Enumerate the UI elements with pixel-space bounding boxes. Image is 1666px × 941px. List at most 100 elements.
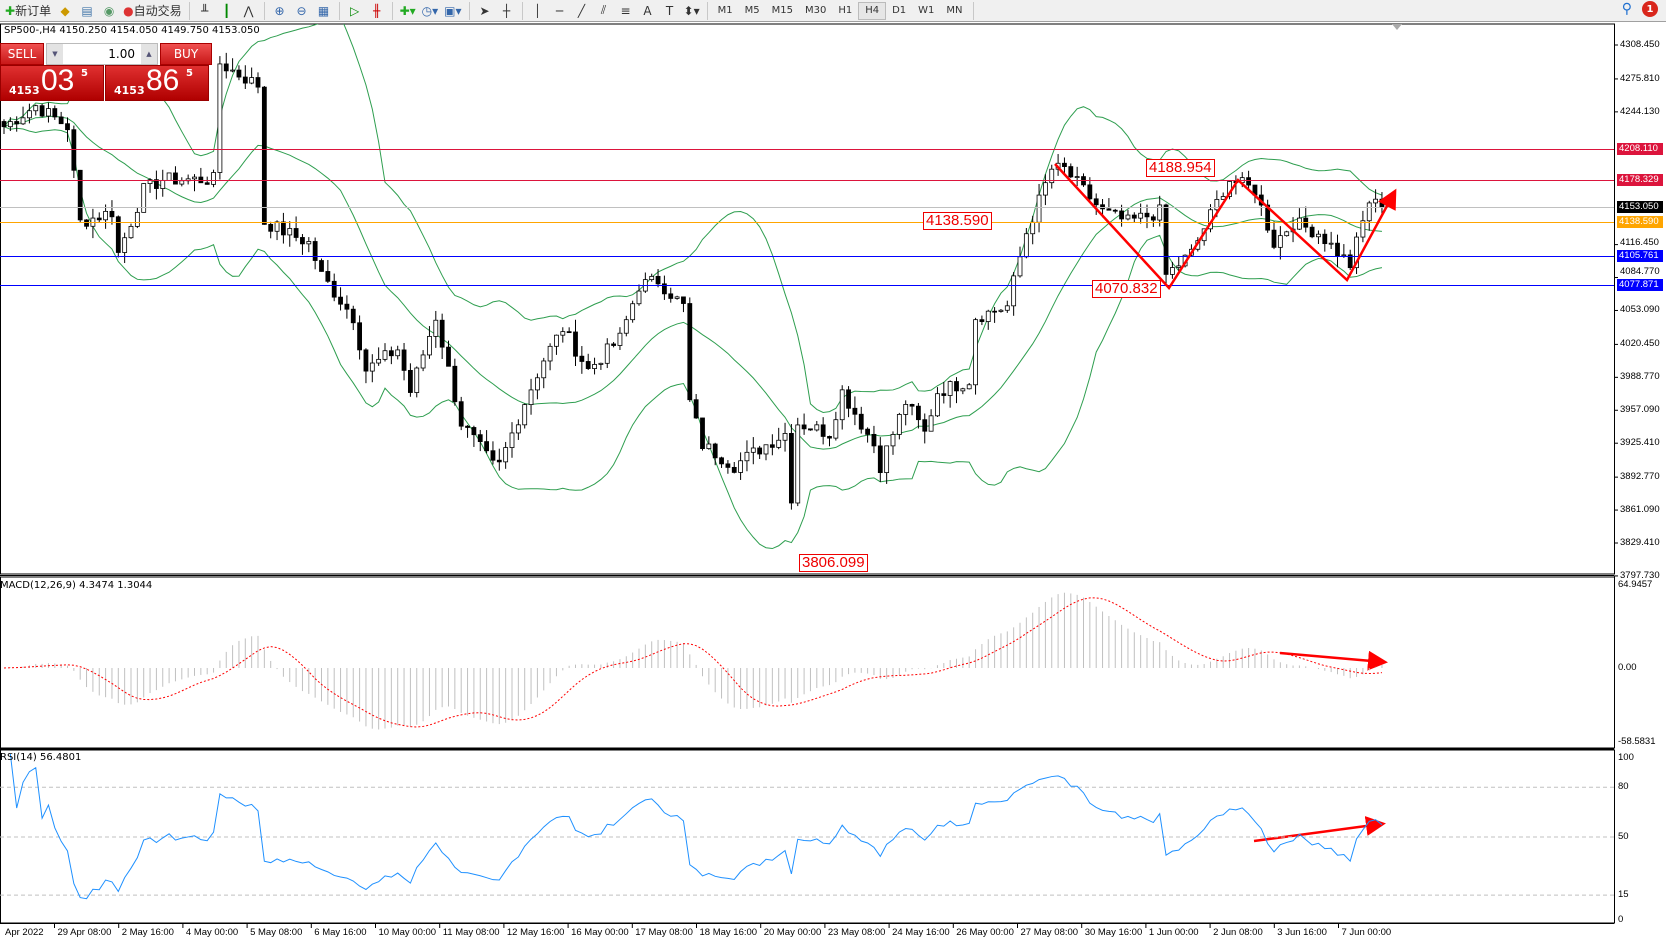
price-annotation[interactable]: 4070.832 xyxy=(1092,280,1161,298)
vertical-line-button[interactable]: │ xyxy=(527,1,549,21)
bar-chart-button[interactable]: ╨ xyxy=(194,1,216,21)
candle-bear xyxy=(153,179,159,189)
candle-bull xyxy=(1030,221,1036,235)
candle-bear xyxy=(204,182,210,185)
timeframe-m30[interactable]: M30 xyxy=(804,5,827,16)
text-label-button[interactable]: T xyxy=(659,1,681,21)
candle-bear xyxy=(223,63,229,72)
candle-bear xyxy=(757,447,763,455)
equidistant-channel-button[interactable]: ⫽ xyxy=(593,1,615,21)
ask-price-small: 4153 xyxy=(114,84,145,97)
lot-size-field[interactable]: ▼ 1.00 ▲ xyxy=(46,43,158,65)
chart-shift-button[interactable]: ╫ xyxy=(366,1,388,21)
timeframe-d1[interactable]: D1 xyxy=(892,5,907,16)
candle-bear xyxy=(700,417,705,449)
candlestick-button[interactable]: ┃ xyxy=(216,1,238,21)
candle-bear xyxy=(954,381,959,392)
macd-tick-label: 0.00 xyxy=(1618,662,1637,673)
buy-price-box[interactable]: 4153 86 5 xyxy=(105,64,209,101)
candle-bull xyxy=(179,180,185,185)
candle-bull xyxy=(1023,233,1029,258)
candle-bull xyxy=(604,343,610,364)
line-chart-button[interactable]: ⋀ xyxy=(238,1,260,21)
market-watch-button[interactable]: ◆ xyxy=(54,1,76,21)
candle-bull xyxy=(598,362,604,365)
price-line-label: 4153.050 xyxy=(1617,200,1663,213)
text-button[interactable]: A xyxy=(637,1,659,21)
candle-bear xyxy=(39,105,45,117)
data-window-button[interactable]: ▤ xyxy=(76,1,98,21)
candle-bull xyxy=(998,309,1004,312)
price-annotation[interactable]: 3806.099 xyxy=(799,554,868,572)
signal-button[interactable]: ◉ xyxy=(98,1,120,21)
candle-bull xyxy=(1157,204,1163,221)
crosshair-button[interactable]: ┼ xyxy=(496,1,518,21)
sell-button[interactable]: SELL xyxy=(0,43,44,65)
candle-bull xyxy=(249,77,255,84)
price-tick-label: 3892.770 xyxy=(1620,471,1660,483)
timeframe-m1[interactable]: M1 xyxy=(717,5,733,16)
divider xyxy=(468,1,470,20)
candle-bear xyxy=(662,283,667,295)
candle-bull xyxy=(192,176,197,180)
lot-increase-button[interactable]: ▲ xyxy=(141,44,157,64)
candle-bear xyxy=(465,425,470,428)
auto-trading-button[interactable]: ● 自动交易 xyxy=(123,3,182,19)
bid-price-big: 03 xyxy=(41,64,75,97)
candle-bear xyxy=(611,343,616,346)
candle-bull xyxy=(744,451,750,462)
candle-bear xyxy=(1309,226,1315,238)
timeframe-w1[interactable]: W1 xyxy=(918,5,935,16)
price-tick-label: 4116.450 xyxy=(1620,236,1659,248)
price-annotation[interactable]: 4138.590 xyxy=(923,212,992,230)
timeframe-h4[interactable]: H4 xyxy=(858,1,887,20)
lot-decrease-button[interactable]: ▼ xyxy=(47,44,63,64)
toolbar: ✚ 新订单 ◆ ▤ ◉ ● 自动交易 ╨ ┃ ⋀ ⊕ ⊖ ▦ ▷ ╫ ✚▾ ◷▾ ▣… xyxy=(0,0,1666,22)
candle-bull xyxy=(306,241,312,245)
periods-button[interactable]: ◷▾ xyxy=(419,1,442,21)
zoom-out-button[interactable]: ⊖ xyxy=(291,1,313,21)
horizontal-line-button[interactable]: ─ xyxy=(549,1,571,21)
trendline-button[interactable]: ╱ xyxy=(571,1,593,21)
candle-bear xyxy=(712,443,718,459)
new-order-icon: ✚ xyxy=(5,3,16,18)
candle-bear xyxy=(471,427,477,436)
timeframe-m15[interactable]: M15 xyxy=(771,5,793,16)
candle-bull xyxy=(1049,168,1055,184)
auto-scroll-button[interactable]: ▷ xyxy=(344,1,366,21)
timeframe-m5[interactable]: M5 xyxy=(744,5,760,16)
horizontal-line-icon: ─ xyxy=(555,3,564,18)
price-line-label: 4138.590 xyxy=(1617,215,1663,228)
candle-bull xyxy=(763,444,769,455)
tile-windows-button[interactable]: ▦ xyxy=(313,1,335,21)
new-order-button[interactable]: ✚ 新订单 xyxy=(5,3,52,19)
candle-bear xyxy=(96,217,102,221)
ask-price-sup: 5 xyxy=(186,68,193,79)
templates-button[interactable]: ▣▾ xyxy=(441,1,464,21)
price-annotation[interactable]: 4188.954 xyxy=(1146,159,1215,177)
indicators-button[interactable]: ✚▾ xyxy=(397,1,419,21)
buy-button[interactable]: BUY xyxy=(160,43,212,65)
price-tick-label: 4308.450 xyxy=(1620,39,1660,50)
candle-bull xyxy=(103,210,108,221)
fibonacci-button[interactable]: ≡ xyxy=(615,1,637,21)
candle-bear xyxy=(827,436,832,439)
sell-price-box[interactable]: 4153 03 5 xyxy=(0,64,104,101)
timeframe-h1[interactable]: H1 xyxy=(838,5,853,16)
search-icon[interactable]: ⚲ xyxy=(1621,1,1632,17)
candle-bull xyxy=(935,393,940,417)
candle-bear xyxy=(1062,162,1067,167)
candle-bull xyxy=(547,345,553,362)
time-label: 26 May 00:00 xyxy=(956,927,1014,938)
candle-bull xyxy=(617,332,623,346)
arrows-button[interactable]: ⬍▾ xyxy=(681,1,703,21)
candle-bull xyxy=(141,183,147,213)
lot-size-value[interactable]: 1.00 xyxy=(108,47,135,61)
zoom-in-button[interactable]: ⊕ xyxy=(269,1,291,21)
timeframe-mn[interactable]: MN xyxy=(946,5,963,16)
candle-bear xyxy=(109,210,115,218)
notification-badge[interactable]: 1 xyxy=(1642,1,1658,17)
cursor-button[interactable]: ➤ xyxy=(474,1,496,21)
candle-bull xyxy=(623,319,629,334)
